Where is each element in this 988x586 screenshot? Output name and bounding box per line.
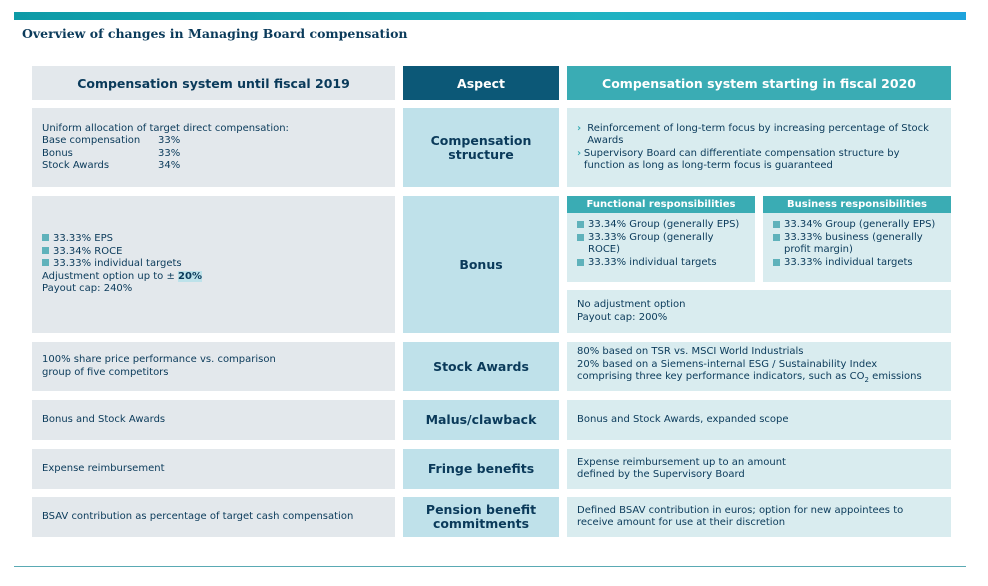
header-right: Compensation system starting in fiscal 2… bbox=[567, 66, 951, 100]
bonus-payout-cap: Payout cap: 200% bbox=[577, 311, 668, 323]
aspect-label: Compensation structure bbox=[430, 132, 532, 162]
bullet-square-icon bbox=[773, 221, 780, 228]
structure-left: Uniform allocation of target direct comp… bbox=[32, 108, 395, 187]
business-item-text: 33.34% Group (generally EPS) bbox=[784, 219, 936, 230]
bonus-adjust-value: 20% bbox=[178, 270, 202, 282]
aspect-fringe: Fringe benefits bbox=[403, 449, 559, 489]
bonus-left-item: 33.33% EPS bbox=[42, 233, 385, 246]
bonus-left-item-text: 33.33% EPS bbox=[53, 233, 114, 245]
structure-row-bonus: Bonus 33% bbox=[42, 148, 385, 161]
business-item: 33.33% individual targets bbox=[773, 257, 943, 270]
aspect-label: Pension benefit commitments bbox=[425, 502, 537, 531]
fringe-right: Expense reimbursement up to an amount de… bbox=[567, 449, 951, 489]
structure-right: › Reinforcement of long-term focus by in… bbox=[567, 108, 951, 187]
structure-value: 33% bbox=[158, 135, 181, 146]
bonus-left-item-text: 33.34% ROCE bbox=[53, 245, 123, 257]
aspect-bonus: Bonus bbox=[403, 196, 559, 333]
functional-list: 33.34% Group (generally EPS) 33.33% Grou… bbox=[567, 213, 755, 269]
structure-point-text: Supervisory Board can differentiate comp… bbox=[583, 147, 900, 172]
structure-label: Bonus bbox=[42, 147, 73, 159]
structure-point: › Reinforcement of long-term focus by in… bbox=[577, 123, 941, 148]
stock-right-line: 20% based on a Siemens-internal ESG / Su… bbox=[577, 358, 878, 370]
fringe-left: Expense reimbursement bbox=[32, 449, 395, 489]
header-left: Compensation system until fiscal 2019 bbox=[32, 66, 395, 100]
aspect-stock: Stock Awards bbox=[403, 342, 559, 391]
structure-point: › Supervisory Board can differentiate co… bbox=[577, 148, 941, 173]
functional-item: 33.34% Group (generally EPS) bbox=[577, 219, 745, 232]
aspect-label: Stock Awards bbox=[433, 358, 529, 374]
aspect-malus: Malus/clawback bbox=[403, 400, 559, 440]
bonus-left: 33.33% EPS 33.34% ROCE 33.33% individual… bbox=[32, 196, 395, 333]
bullet-square-icon bbox=[773, 258, 780, 266]
structure-intro: Uniform allocation of target direct comp… bbox=[42, 122, 289, 134]
aspect-label: Fringe benefits bbox=[427, 461, 535, 476]
structure-point-text: Reinforcement of long-term focus by incr… bbox=[587, 122, 929, 147]
structure-label: Stock Awards bbox=[42, 160, 110, 171]
bonus-left-item: 33.34% ROCE bbox=[42, 246, 385, 259]
chevron-right-icon: › bbox=[577, 147, 582, 159]
bonus-functional: Functional responsibilities 33.34% Group… bbox=[567, 196, 755, 282]
bonus-business: Business responsibilities 33.34% Group (… bbox=[763, 196, 951, 282]
bonus-left-item-text: 33.33% individual targets bbox=[53, 258, 182, 270]
business-item: 33.33% business (generally profit margin… bbox=[773, 232, 943, 257]
functional-item: 33.33% Group (generally ROCE) bbox=[577, 232, 745, 257]
structure-row-base: Base compensation 33% bbox=[42, 135, 385, 148]
stock-left: 100% share price performance vs. compari… bbox=[32, 342, 395, 391]
subscript: 2 bbox=[864, 376, 869, 385]
bonus-adjust-prefix: Adjustment option up to ± bbox=[42, 270, 179, 282]
bullet-square-icon bbox=[42, 234, 49, 242]
bullet-square-icon bbox=[577, 221, 584, 228]
chevron-right-icon: › bbox=[577, 122, 582, 134]
bonus-no-adjust: No adjustment option bbox=[577, 299, 686, 310]
bullet-square-icon bbox=[577, 233, 584, 241]
bonus-left-item: 33.33% individual targets bbox=[42, 258, 385, 271]
business-header: Business responsibilities bbox=[763, 196, 951, 213]
bullet-square-icon bbox=[42, 246, 49, 254]
structure-label: Base compensation bbox=[42, 135, 141, 146]
functional-header: Functional responsibilities bbox=[567, 196, 755, 213]
structure-value: 33% bbox=[158, 147, 181, 159]
page-title: Overview of changes in Managing Board co… bbox=[22, 26, 408, 41]
structure-row-stock: Stock Awards 34% bbox=[42, 160, 385, 173]
structure-value: 34% bbox=[158, 160, 181, 171]
fringe-right-text: Expense reimbursement up to an amount de… bbox=[577, 456, 786, 481]
functional-item-text: 33.33% individual targets bbox=[588, 256, 717, 268]
stock-right-text: comprising three key performance indicat… bbox=[577, 371, 865, 383]
aspect-pension: Pension benefit commitments bbox=[403, 497, 559, 537]
business-item-text: 33.33% individual targets bbox=[784, 256, 913, 268]
bullet-square-icon bbox=[577, 258, 584, 266]
pension-right-text: Defined BSAV contribution in euros; opti… bbox=[577, 504, 904, 529]
business-list: 33.34% Group (generally EPS) 33.33% busi… bbox=[763, 213, 951, 269]
aspect-label: Bonus bbox=[459, 256, 503, 272]
pension-right: Defined BSAV contribution in euros; opti… bbox=[567, 497, 951, 537]
functional-item: 33.33% individual targets bbox=[577, 257, 745, 270]
bottom-divider bbox=[14, 566, 966, 567]
pension-left: BSAV contribution as percentage of targe… bbox=[32, 497, 395, 537]
aspect-label: Malus/clawback bbox=[425, 412, 537, 427]
business-item-text: 33.33% business (generally profit margin… bbox=[784, 231, 923, 256]
stock-right: 80% based on TSR vs. MSCI World Industri… bbox=[567, 342, 951, 391]
business-item: 33.34% Group (generally EPS) bbox=[773, 219, 943, 232]
malus-right: Bonus and Stock Awards, expanded scope bbox=[567, 400, 951, 440]
bullet-square-icon bbox=[773, 233, 780, 241]
header-aspect: Aspect bbox=[403, 66, 559, 100]
stock-left-text: 100% share price performance vs. compari… bbox=[42, 354, 276, 378]
bonus-adjustment: Adjustment option up to ± 20% bbox=[42, 270, 385, 284]
bonus-right-bottom: No adjustment option Payout cap: 200% bbox=[567, 290, 951, 333]
aspect-structure: Compensation structure bbox=[403, 108, 559, 187]
functional-item-text: 33.33% Group (generally ROCE) bbox=[588, 231, 714, 256]
stock-right-line: comprising three key performance indicat… bbox=[577, 371, 941, 387]
stock-right-line: 80% based on TSR vs. MSCI World Industri… bbox=[577, 346, 804, 358]
stock-right-text: emissions bbox=[868, 371, 922, 383]
functional-item-text: 33.34% Group (generally EPS) bbox=[588, 219, 740, 230]
malus-left: Bonus and Stock Awards bbox=[32, 400, 395, 440]
top-accent-bar bbox=[14, 12, 966, 20]
bullet-square-icon bbox=[42, 259, 49, 267]
bonus-cap: Payout cap: 240% bbox=[42, 283, 133, 295]
